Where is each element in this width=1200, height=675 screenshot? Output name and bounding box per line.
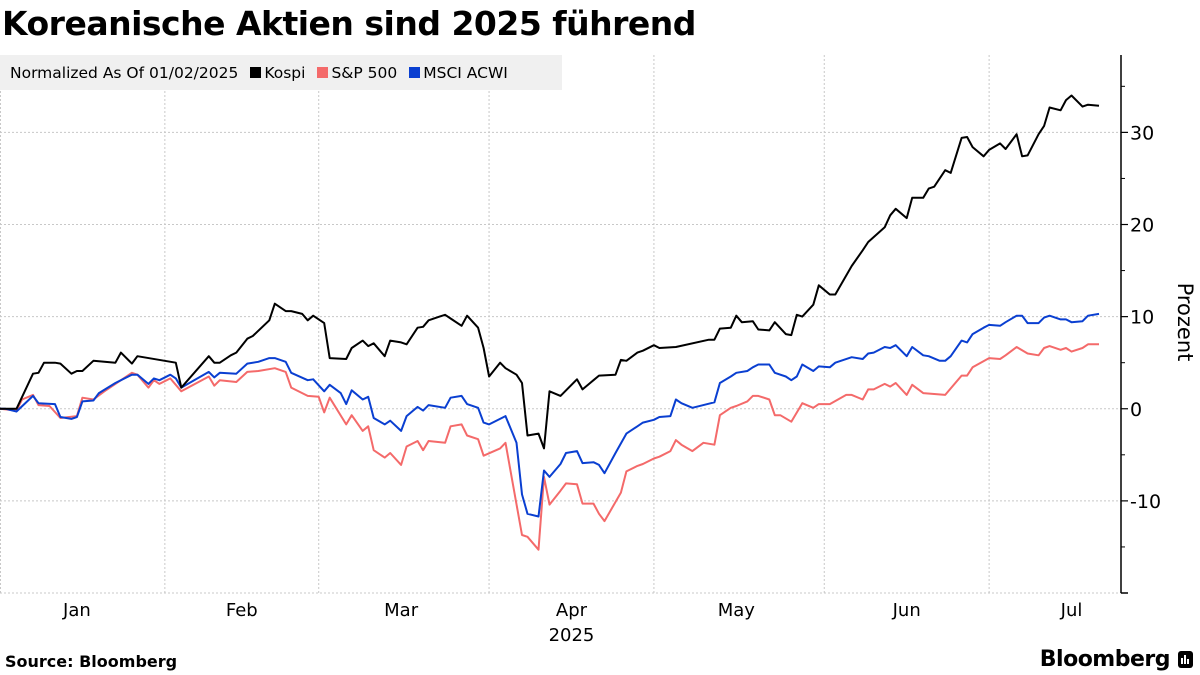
x-tick-label: Jun bbox=[892, 600, 921, 621]
y-tick-label: -10 bbox=[1130, 491, 1161, 513]
legend: Normalized As Of 01/02/2025 Kospi S&P 50… bbox=[0, 55, 562, 90]
y-tick-label: 0 bbox=[1130, 399, 1142, 421]
y-tick-label: 30 bbox=[1130, 122, 1154, 144]
x-tick-label: Mar bbox=[384, 600, 419, 621]
logo-bar bbox=[1184, 655, 1186, 664]
legend-label-kospi: Kospi bbox=[264, 63, 306, 82]
y-tick-label: 20 bbox=[1130, 215, 1154, 237]
series-line-s-p-500 bbox=[0, 343, 1099, 551]
x-tick-label: Feb bbox=[226, 600, 258, 621]
x-tick-label: May bbox=[718, 600, 756, 621]
legend-item-sp500: S&P 500 bbox=[317, 64, 397, 82]
legend-label-msci: MSCI ACWI bbox=[423, 63, 508, 82]
chart-title: Koreanische Aktien sind 2025 führend bbox=[2, 4, 696, 43]
x-tick-label: Apr bbox=[556, 600, 588, 621]
source-note: Source: Bloomberg bbox=[5, 652, 178, 671]
x-axis-year-label: 2025 bbox=[549, 625, 595, 646]
legend-swatch-msci bbox=[409, 67, 421, 78]
brand-name: Bloomberg bbox=[1039, 647, 1171, 672]
bloomberg-chart-icon bbox=[1178, 651, 1193, 668]
y-tick-label: 10 bbox=[1130, 307, 1154, 329]
legend-swatch-kospi bbox=[250, 67, 262, 78]
series-line-msci-acwi bbox=[0, 312, 1100, 518]
x-tick-label: Jan bbox=[62, 600, 91, 621]
logo-bar bbox=[1187, 659, 1189, 664]
bloomberg-logo: Bloomberg bbox=[1040, 647, 1193, 672]
series-line-kospi bbox=[0, 94, 1100, 450]
legend-swatch-sp500 bbox=[317, 67, 329, 78]
legend-item-kospi: Kospi bbox=[250, 64, 305, 82]
legend-label-sp500: S&P 500 bbox=[331, 63, 398, 82]
legend-item-msci: MSCI ACWI bbox=[409, 64, 508, 82]
legend-note: Normalized As Of 01/02/2025 bbox=[10, 63, 239, 82]
logo-bar bbox=[1181, 658, 1183, 664]
y-axis-label: Prozent bbox=[1173, 282, 1197, 362]
x-tick-label: Jul bbox=[1060, 600, 1083, 621]
